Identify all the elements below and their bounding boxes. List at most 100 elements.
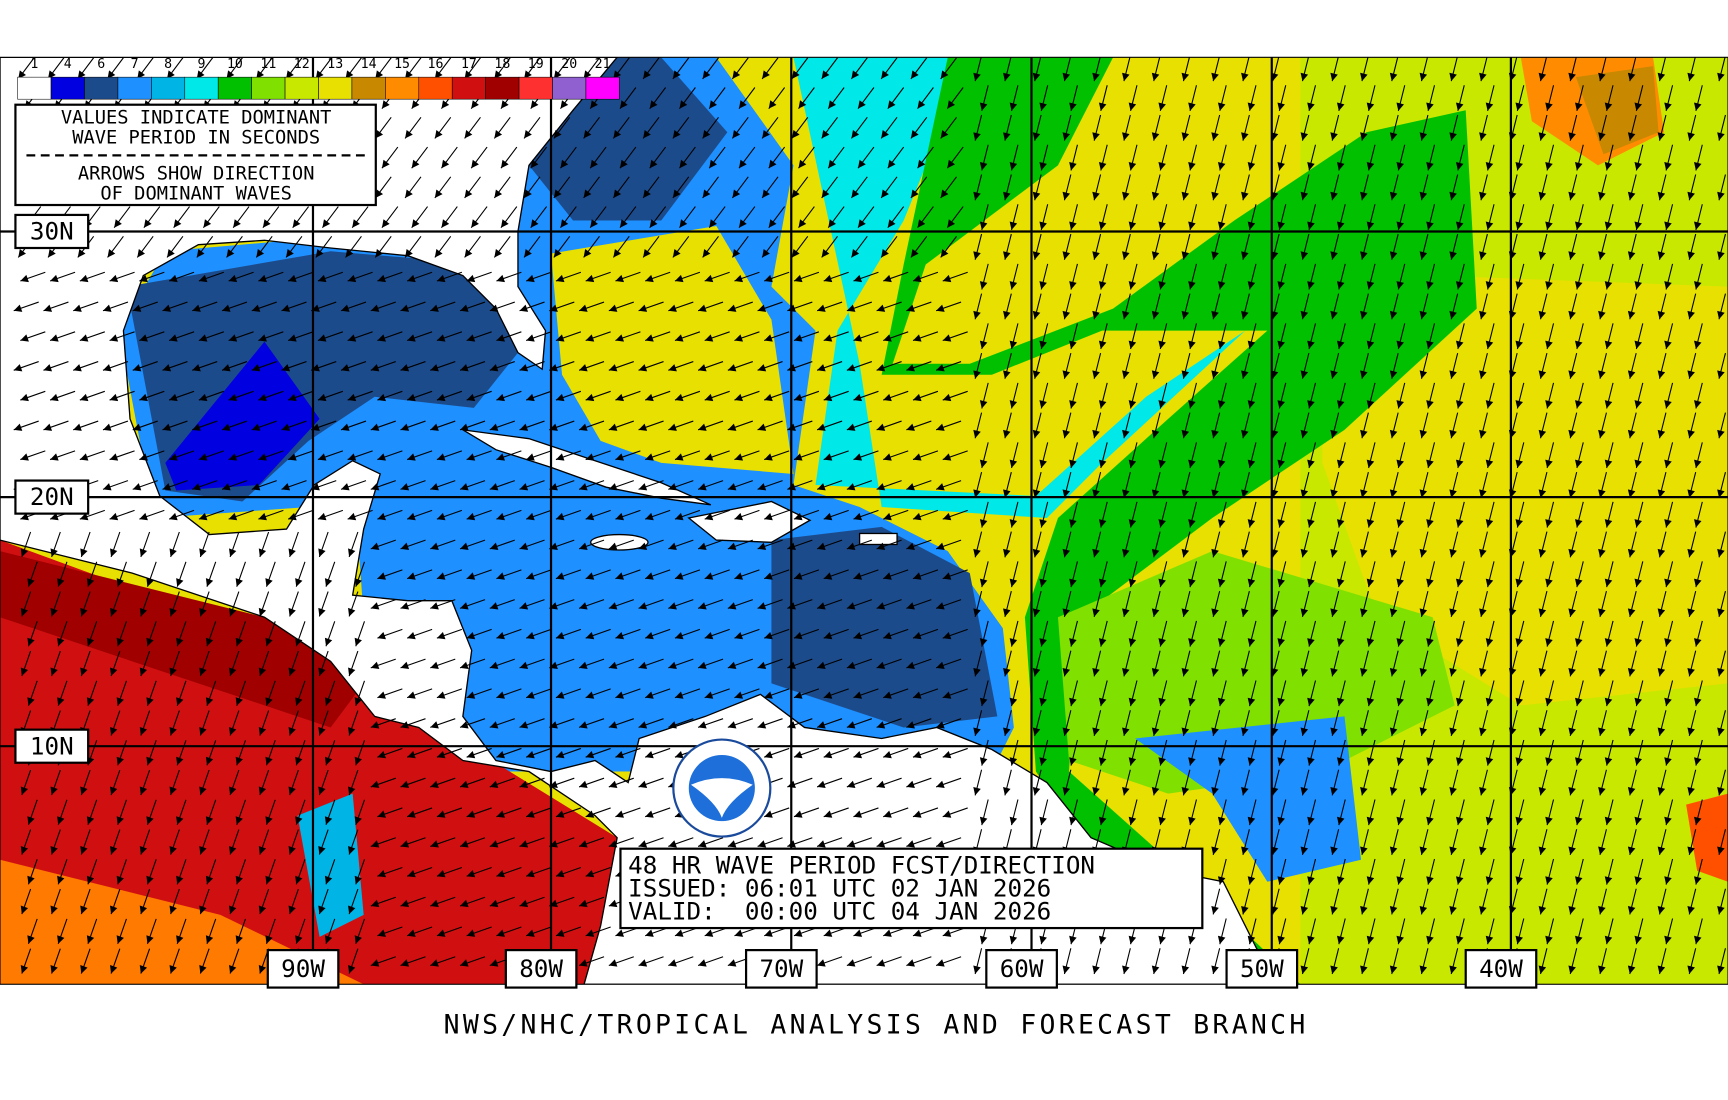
arrow-head	[1568, 906, 1576, 915]
arrow-head	[1389, 608, 1398, 617]
arrow-head	[1717, 251, 1725, 260]
arrow-head	[973, 548, 981, 558]
arrow-head	[583, 70, 592, 79]
arrow-head	[1092, 608, 1100, 617]
arrow-head	[1426, 816, 1434, 826]
arrow-head	[318, 607, 326, 617]
arrow-head	[613, 129, 622, 139]
box	[619, 847, 1204, 930]
arrow-head	[940, 189, 949, 198]
arrow-head	[608, 661, 618, 669]
arrow-head	[265, 756, 273, 766]
arrow-head	[917, 159, 926, 169]
arrow-head	[1032, 548, 1041, 558]
arrow-head	[203, 219, 212, 228]
arrow-head	[110, 786, 118, 796]
arrow-head	[50, 453, 59, 461]
arrow-head	[377, 274, 386, 283]
arrow-head	[139, 453, 148, 461]
arrow-head	[1062, 965, 1071, 974]
arrow-head	[1069, 221, 1077, 230]
arrow-head	[198, 274, 208, 283]
arrow-head	[162, 304, 172, 312]
arrow-head	[1300, 667, 1309, 677]
arrow-head	[1241, 489, 1249, 498]
arrow-head	[489, 542, 499, 550]
arrow-head	[377, 453, 386, 461]
arrow-head	[318, 548, 326, 557]
arrow-head	[1181, 132, 1190, 141]
arrow-head	[265, 816, 273, 825]
arrow-head	[846, 780, 856, 789]
arrow-head	[1366, 221, 1375, 230]
arrow-head	[768, 219, 777, 228]
arrow-head	[50, 393, 59, 402]
arrow-head	[828, 219, 836, 228]
arrow-head	[496, 810, 505, 818]
arrow-head	[1627, 132, 1636, 141]
arrow-head	[430, 661, 439, 669]
arrow-head	[1128, 221, 1137, 230]
arrow-head	[1211, 608, 1219, 617]
arrow-head	[1568, 727, 1576, 736]
arrow-head	[500, 219, 509, 228]
arrow-head	[585, 334, 595, 342]
arrow-head	[377, 572, 386, 580]
arrow-head	[734, 274, 744, 283]
arrow-head	[1217, 102, 1226, 111]
arrow-head	[645, 691, 654, 699]
arrow-head	[912, 274, 922, 283]
arrow-head	[973, 727, 981, 736]
arrow-head	[1664, 519, 1672, 528]
arrow-head	[973, 370, 981, 379]
arrow-head	[1330, 429, 1338, 439]
arrow-head	[979, 519, 988, 528]
arrow-head	[1158, 102, 1166, 111]
arrow-head	[1151, 370, 1160, 379]
arrow-head	[1389, 548, 1398, 558]
arrow-head	[526, 929, 535, 937]
arrow-head	[116, 935, 124, 944]
arrow-head	[757, 304, 767, 312]
arrow-head	[1151, 786, 1160, 796]
arrow-head	[560, 159, 569, 169]
legend-swatch	[184, 76, 219, 100]
arrow-head	[1300, 132, 1309, 141]
arrow-head	[917, 219, 926, 228]
legend-label: 4	[64, 57, 72, 72]
arrow-head	[370, 304, 380, 312]
arrow-head	[876, 542, 886, 550]
arrow-head	[668, 483, 677, 491]
arrow-head	[116, 875, 124, 885]
arrow-head	[258, 393, 267, 402]
arrow-head	[942, 274, 952, 283]
arrow-head	[1217, 757, 1226, 766]
arrow-head	[1366, 697, 1375, 707]
arrow-head	[883, 810, 892, 818]
arrow-head	[973, 965, 981, 974]
arrow-head	[768, 100, 777, 109]
arrow-head	[1098, 340, 1107, 350]
arrow-head	[192, 364, 201, 372]
arrow-head	[1211, 489, 1219, 498]
arrow-head	[229, 905, 237, 915]
arrow-head	[1098, 578, 1107, 588]
arrow-head	[1181, 965, 1190, 974]
arrow-head	[199, 726, 207, 736]
arrow-head	[1485, 578, 1494, 588]
arrow-head	[256, 70, 265, 79]
arrow-head	[381, 219, 390, 228]
arrow-head	[324, 935, 333, 944]
arrow-head	[1211, 906, 1219, 915]
arrow-head	[1419, 667, 1428, 677]
arrow-head	[1479, 727, 1487, 736]
arrow-head	[793, 393, 803, 402]
arrow-head	[942, 750, 952, 759]
arrow-head	[466, 929, 476, 937]
arrow-head	[110, 726, 118, 736]
arrow-head	[1128, 638, 1137, 647]
arrow-head	[762, 129, 770, 139]
arrow-head	[704, 453, 714, 461]
arrow-head	[1664, 400, 1672, 409]
arrow-head	[1092, 667, 1100, 677]
